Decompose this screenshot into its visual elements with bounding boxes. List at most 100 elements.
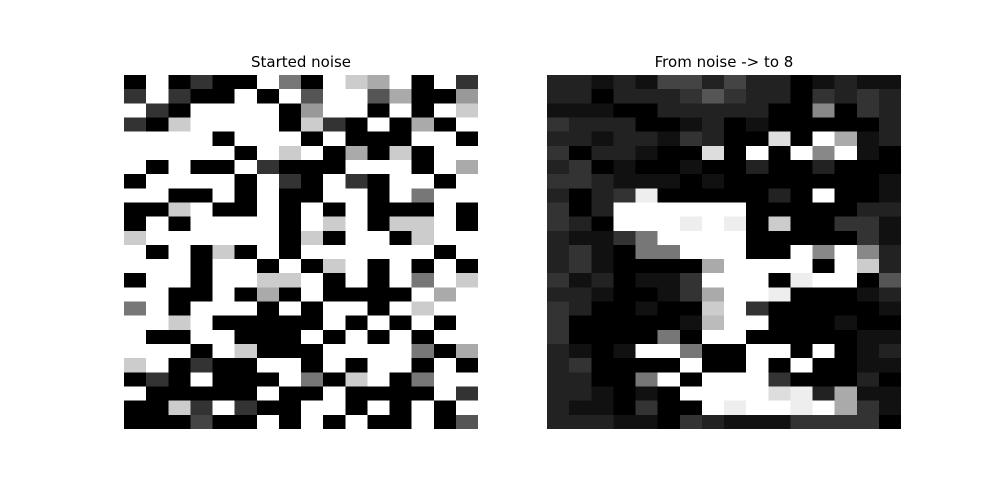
image-pixel bbox=[146, 386, 169, 402]
image-pixel bbox=[635, 174, 659, 189]
image-pixel bbox=[768, 188, 791, 204]
image-pixel bbox=[768, 174, 791, 189]
image-pixel bbox=[657, 315, 681, 331]
image-pixel bbox=[323, 216, 346, 232]
image-pixel bbox=[701, 315, 725, 331]
image-pixel bbox=[878, 216, 901, 232]
image-pixel bbox=[168, 103, 191, 119]
image-pixel bbox=[856, 202, 880, 218]
image-pixel bbox=[146, 287, 169, 303]
image-pixel bbox=[168, 230, 191, 246]
image-pixel bbox=[657, 188, 681, 204]
image-pixel bbox=[345, 386, 368, 402]
image-pixel bbox=[679, 358, 703, 373]
image-pixel bbox=[569, 174, 592, 189]
image-pixel bbox=[746, 315, 769, 331]
image-pixel bbox=[679, 244, 703, 260]
image-pixel bbox=[323, 329, 346, 345]
image-pixel bbox=[433, 329, 457, 345]
image-pixel bbox=[455, 344, 478, 359]
image-pixel bbox=[345, 358, 368, 373]
image-pixel bbox=[190, 131, 214, 147]
image-pixel bbox=[301, 117, 324, 133]
image-pixel bbox=[878, 372, 901, 388]
image-pixel bbox=[724, 117, 747, 133]
image-pixel bbox=[323, 202, 346, 218]
image-pixel bbox=[701, 103, 725, 119]
image-pixel bbox=[433, 358, 457, 373]
image-pixel bbox=[790, 103, 814, 119]
image-pixel bbox=[635, 75, 659, 90]
image-pixel bbox=[389, 188, 413, 204]
image-pixel bbox=[701, 400, 725, 416]
image-pixel bbox=[278, 202, 302, 218]
image-pixel bbox=[569, 230, 592, 246]
image-pixel bbox=[724, 75, 747, 90]
image-pixel bbox=[190, 372, 214, 388]
image-pixel bbox=[878, 230, 901, 246]
image-pixel bbox=[591, 358, 614, 373]
image-pixel bbox=[724, 344, 747, 359]
image-pixel bbox=[124, 344, 147, 359]
image-pixel bbox=[433, 202, 457, 218]
image-pixel bbox=[455, 414, 478, 429]
image-pixel bbox=[768, 358, 791, 373]
image-pixel bbox=[278, 414, 302, 429]
image-pixel bbox=[323, 400, 346, 416]
image-pixel bbox=[657, 103, 681, 119]
image-pixel bbox=[679, 159, 703, 175]
image-pixel bbox=[768, 244, 791, 260]
image-pixel bbox=[635, 244, 659, 260]
image-pixel bbox=[679, 89, 703, 104]
image-pixel bbox=[834, 145, 858, 161]
image-pixel bbox=[323, 103, 346, 119]
image-pixel bbox=[547, 131, 570, 147]
image-pixel bbox=[256, 244, 280, 260]
image-pixel bbox=[746, 287, 769, 303]
image-pixel bbox=[701, 414, 725, 429]
image-pixel bbox=[234, 315, 258, 331]
image-pixel bbox=[367, 259, 391, 274]
image-pixel bbox=[433, 273, 457, 288]
image-pixel bbox=[657, 386, 681, 402]
image-pixel bbox=[278, 386, 302, 402]
image-pixel bbox=[679, 386, 703, 402]
image-pixel bbox=[190, 188, 214, 204]
image-pixel bbox=[455, 301, 478, 317]
image-pixel bbox=[679, 400, 703, 416]
image-pixel bbox=[768, 400, 791, 416]
image-pixel bbox=[212, 174, 236, 189]
image-pixel bbox=[768, 259, 791, 274]
image-pixel bbox=[411, 103, 435, 119]
image-pixel bbox=[878, 358, 901, 373]
image-pixel bbox=[433, 145, 457, 161]
image-pixel bbox=[701, 159, 725, 175]
image-pixel bbox=[301, 273, 324, 288]
image-pixel bbox=[146, 344, 169, 359]
image-pixel bbox=[256, 315, 280, 331]
image-pixel bbox=[323, 117, 346, 133]
image-pixel bbox=[278, 89, 302, 104]
image-pixel bbox=[301, 315, 324, 331]
image-pixel bbox=[455, 75, 478, 90]
image-pixel bbox=[547, 103, 570, 119]
image-pixel bbox=[834, 188, 858, 204]
image-pixel bbox=[878, 400, 901, 416]
image-pixel bbox=[834, 287, 858, 303]
image-pixel bbox=[278, 216, 302, 232]
image-pixel bbox=[746, 372, 769, 388]
image-pixel bbox=[746, 131, 769, 147]
image-pixel bbox=[256, 202, 280, 218]
image-pixel bbox=[768, 414, 791, 429]
image-pixel bbox=[679, 216, 703, 232]
image-pixel bbox=[455, 230, 478, 246]
image-pixel bbox=[547, 301, 570, 317]
image-pixel bbox=[834, 216, 858, 232]
image-pixel bbox=[301, 174, 324, 189]
image-pixel bbox=[790, 344, 814, 359]
image-pixel bbox=[301, 188, 324, 204]
image-pixel bbox=[812, 315, 836, 331]
image-pixel bbox=[679, 202, 703, 218]
image-pixel bbox=[389, 89, 413, 104]
image-pixel bbox=[746, 89, 769, 104]
